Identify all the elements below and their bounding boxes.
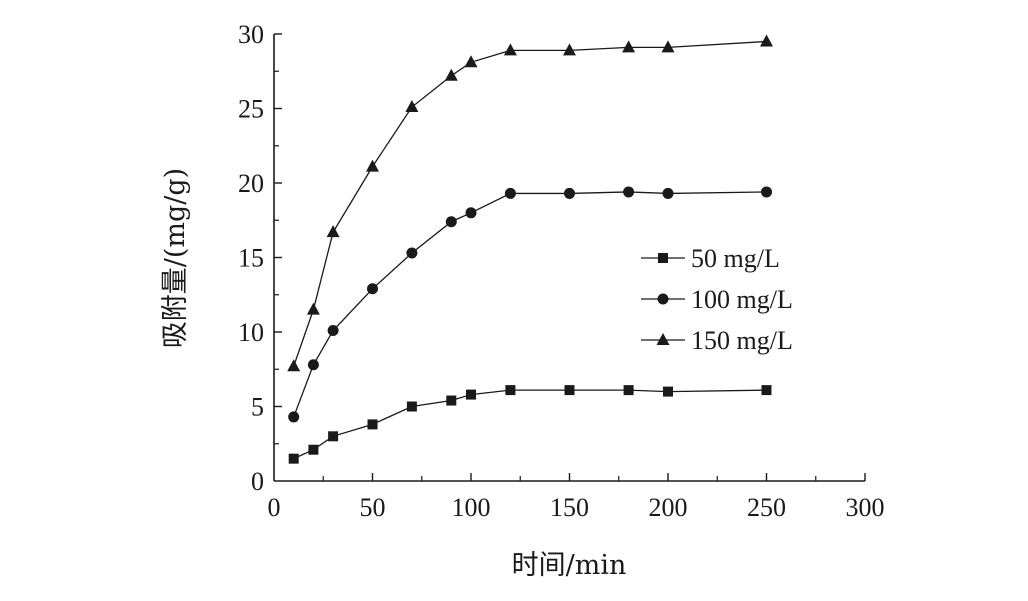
data-point bbox=[760, 34, 773, 47]
data-point bbox=[503, 43, 517, 56]
data-point bbox=[444, 68, 458, 81]
data-point bbox=[445, 216, 457, 228]
data-point bbox=[563, 43, 576, 56]
data-point bbox=[308, 444, 319, 455]
legend-entry: 100 mg/L bbox=[641, 285, 793, 314]
data-point bbox=[662, 187, 674, 199]
data-point bbox=[564, 385, 575, 396]
x-tick-label: 50 bbox=[360, 493, 386, 522]
series-line bbox=[293, 191, 767, 418]
data-point bbox=[446, 395, 457, 406]
axes: 0 50 100 150 200 250 300 0 5 10 15 20 25 30 bbox=[238, 20, 885, 522]
data-point bbox=[406, 247, 418, 259]
legend-marker bbox=[657, 293, 669, 305]
series-line bbox=[293, 40, 767, 367]
x-tick-label: 200 bbox=[649, 493, 688, 522]
data-point bbox=[564, 187, 575, 199]
series-3 bbox=[287, 34, 773, 372]
data-point bbox=[307, 359, 319, 371]
y-tick-label: 5 bbox=[251, 393, 264, 422]
series-layer bbox=[287, 34, 773, 464]
legend-marker bbox=[658, 253, 668, 263]
data-point bbox=[623, 385, 634, 396]
data-point bbox=[287, 359, 301, 372]
x-tick-label: 150 bbox=[550, 493, 589, 522]
series-line bbox=[293, 389, 767, 460]
data-point bbox=[288, 411, 300, 423]
data-point bbox=[661, 40, 675, 53]
data-point bbox=[326, 225, 340, 238]
y-tick-label: 30 bbox=[238, 20, 264, 49]
data-point bbox=[505, 385, 516, 396]
data-point bbox=[663, 386, 673, 397]
data-point bbox=[623, 186, 635, 198]
y-tick-label: 20 bbox=[238, 169, 264, 198]
legend: 50 mg/L 100 mg/L 150 mg/L bbox=[641, 244, 793, 355]
x-axis-title: 时间/min bbox=[512, 550, 627, 581]
data-point bbox=[761, 186, 772, 198]
x-tick-label: 100 bbox=[452, 493, 491, 522]
data-point bbox=[367, 283, 378, 295]
data-point bbox=[405, 100, 419, 113]
data-point bbox=[306, 302, 320, 315]
legend-label: 100 mg/L bbox=[691, 285, 793, 314]
legend-label: 50 mg/L bbox=[691, 244, 780, 273]
y-tick-label: 25 bbox=[238, 95, 264, 124]
y-tick-label: 15 bbox=[238, 244, 264, 273]
legend-entry: 50 mg/L bbox=[641, 244, 780, 273]
data-point bbox=[466, 389, 476, 400]
x-tick-label: 250 bbox=[747, 493, 786, 522]
data-point bbox=[328, 431, 339, 442]
legend-label: 150 mg/L bbox=[691, 326, 793, 355]
data-point bbox=[464, 55, 478, 68]
x-tick-label: 0 bbox=[268, 493, 281, 522]
x-tick-label: 300 bbox=[846, 493, 885, 522]
data-point bbox=[465, 207, 477, 219]
series-2 bbox=[288, 186, 772, 423]
data-point bbox=[504, 187, 516, 199]
data-point bbox=[761, 385, 772, 396]
y-axis-title: 吸附量/(mg/g) bbox=[160, 168, 191, 348]
y-tick-label: 0 bbox=[251, 467, 264, 496]
legend-entry: 150 mg/L bbox=[641, 326, 793, 355]
data-point bbox=[367, 419, 378, 430]
data-point bbox=[406, 401, 417, 412]
series-1 bbox=[288, 385, 772, 464]
y-tick-label: 10 bbox=[238, 318, 264, 347]
legend-marker bbox=[656, 333, 670, 345]
data-point bbox=[622, 40, 636, 53]
data-point bbox=[327, 325, 339, 337]
data-point bbox=[366, 159, 379, 172]
data-point bbox=[288, 453, 299, 464]
